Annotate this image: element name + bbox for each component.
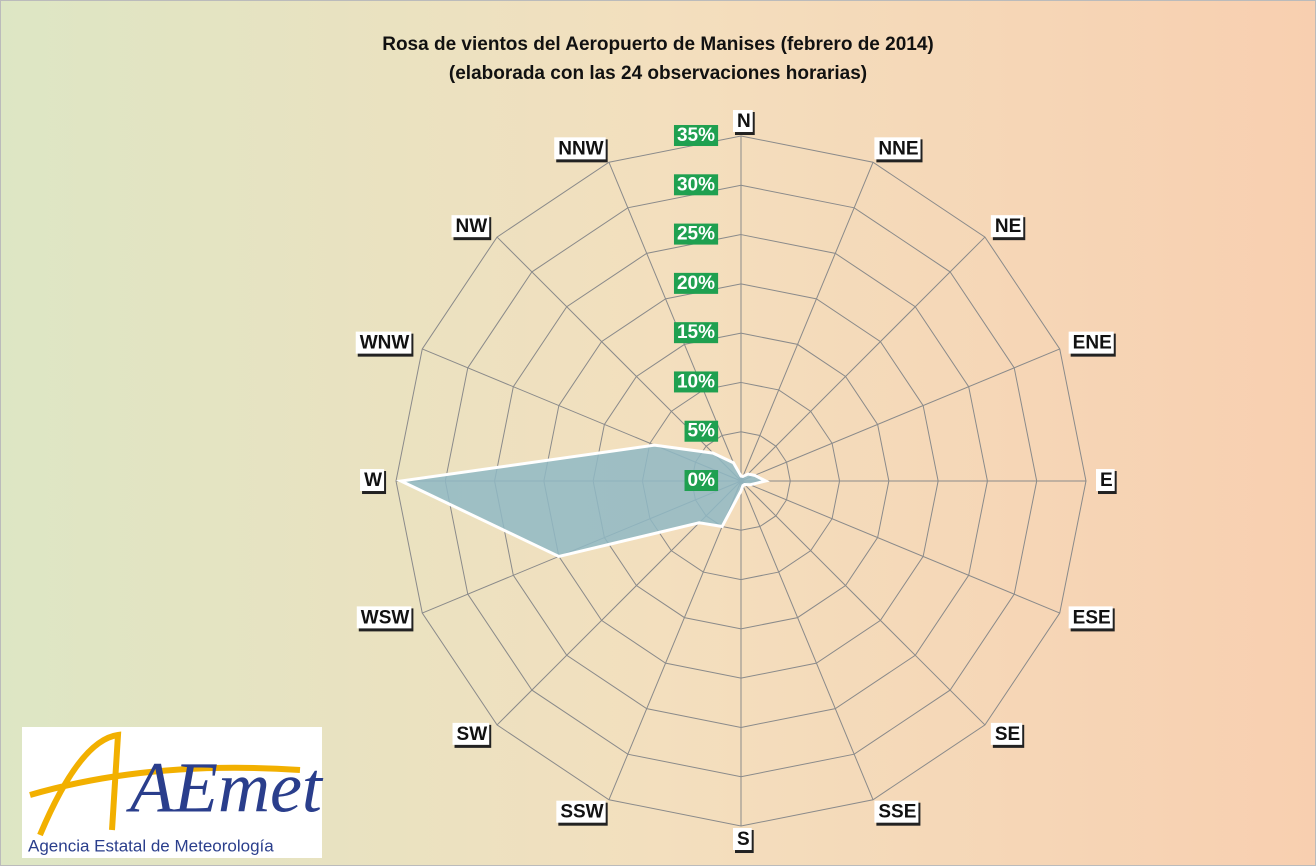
tick-label-bg bbox=[673, 322, 719, 344]
category-label: ESE bbox=[1073, 607, 1111, 628]
category-label: ENE bbox=[1073, 333, 1112, 354]
spoke bbox=[740, 480, 986, 726]
tick-label-bg bbox=[684, 420, 719, 442]
category-label: SE bbox=[995, 724, 1020, 745]
category-label: SW bbox=[457, 724, 488, 745]
chart-subtitle: (elaborada con las 24 observaciones hora… bbox=[449, 63, 867, 84]
logo-swoosh bbox=[29, 731, 301, 837]
label-bg bbox=[556, 800, 606, 823]
tick-label: 35% bbox=[677, 125, 715, 146]
label-bg bbox=[990, 215, 1024, 238]
category-label: N bbox=[737, 111, 751, 132]
label-bg bbox=[990, 722, 1023, 745]
chart-title: Rosa de vientos del Aeropuerto de Manise… bbox=[382, 34, 934, 55]
label-bg bbox=[874, 800, 919, 823]
category-label: NNE bbox=[878, 138, 918, 159]
logo-caption: Agencia Estatal de Meteorología bbox=[28, 836, 274, 855]
label-bg bbox=[452, 722, 490, 745]
category-label: SSE bbox=[878, 802, 916, 823]
label-bg bbox=[1096, 469, 1115, 492]
tick-label-bg bbox=[673, 125, 719, 147]
label-bg bbox=[1068, 331, 1114, 354]
spoke bbox=[608, 162, 742, 482]
spoke bbox=[740, 162, 874, 482]
tick-label: 0% bbox=[688, 470, 716, 491]
tick-label-bg bbox=[673, 371, 719, 393]
category-label: WNW bbox=[360, 333, 410, 354]
category-label: S bbox=[737, 829, 750, 850]
spoke bbox=[740, 480, 874, 800]
label-bg bbox=[1068, 606, 1113, 629]
spoke bbox=[740, 236, 986, 482]
logo: AEmet Agencia Estatal de Meteorología bbox=[22, 727, 324, 858]
category-label: W bbox=[364, 470, 382, 491]
category-label: E bbox=[1100, 470, 1113, 491]
tick-label-bg bbox=[673, 223, 719, 245]
tick-label: 25% bbox=[677, 224, 715, 245]
category-label: NNW bbox=[558, 138, 603, 159]
category-label: SSW bbox=[560, 802, 603, 823]
label-bg bbox=[360, 469, 385, 492]
tick-label-bg bbox=[673, 272, 719, 294]
label-bg bbox=[874, 137, 921, 160]
label-bg bbox=[733, 828, 752, 851]
spoke bbox=[608, 480, 742, 800]
label-bg bbox=[554, 137, 606, 160]
label-bg bbox=[355, 331, 412, 354]
tick-label: 20% bbox=[677, 273, 715, 294]
label-bg bbox=[356, 606, 412, 629]
tick-label-bg bbox=[673, 174, 719, 196]
spoke bbox=[740, 348, 1060, 482]
tick-label-bg bbox=[684, 470, 719, 492]
tick-label: 30% bbox=[677, 174, 715, 195]
category-label: WSW bbox=[361, 607, 410, 628]
label-bg bbox=[451, 215, 490, 238]
category-label: NE bbox=[995, 216, 1021, 237]
category-label: NW bbox=[455, 216, 487, 237]
logo-name: AEmet bbox=[126, 748, 324, 828]
tick-label: 15% bbox=[677, 322, 715, 343]
tick-label: 5% bbox=[688, 421, 716, 442]
spoke bbox=[740, 480, 1060, 614]
tick-label: 10% bbox=[677, 371, 715, 392]
radar-area bbox=[395, 443, 770, 559]
label-bg bbox=[733, 110, 753, 133]
logo-box bbox=[22, 727, 322, 858]
